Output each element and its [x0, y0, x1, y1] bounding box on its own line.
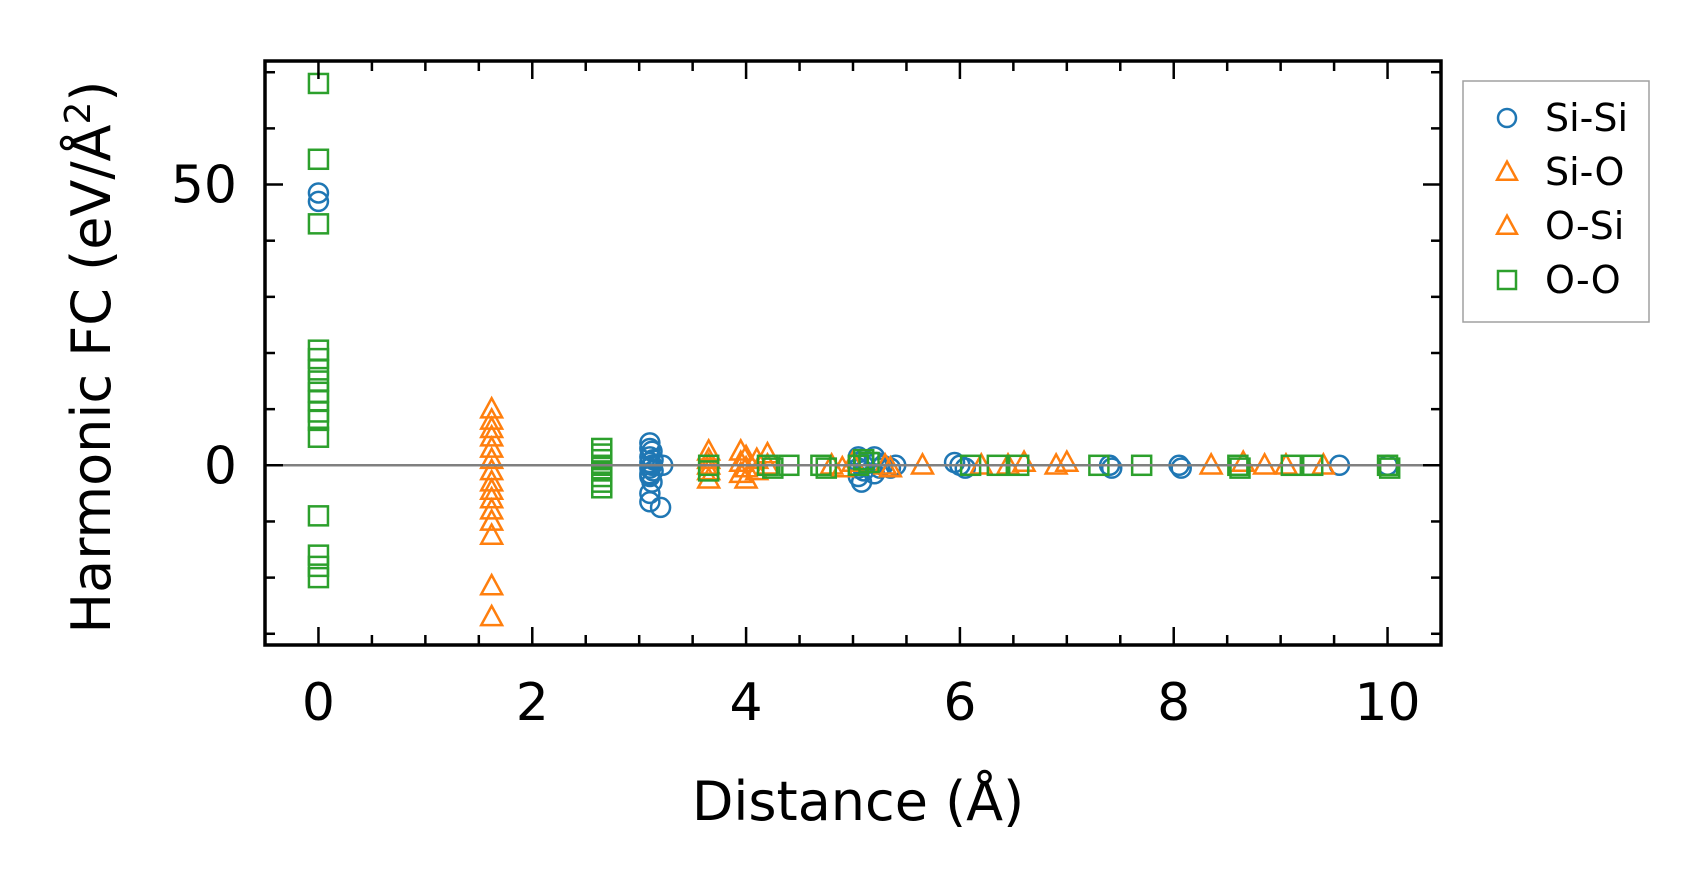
point-si-o: [479, 572, 505, 596]
legend-label-o-si: O-Si: [1545, 204, 1624, 248]
point-o-o: [762, 457, 784, 479]
legend-marker-si-o: [1494, 159, 1520, 182]
x-axis-label: Distance (Å): [692, 769, 1024, 833]
legend-marker-o-si: [1494, 213, 1520, 236]
point-o-o: [858, 451, 880, 474]
point-si-o: [728, 437, 754, 461]
legend-marker-si-si: [1496, 107, 1518, 129]
point-si-si: [1170, 457, 1192, 479]
point-si-si: [307, 182, 330, 204]
point-si-si: [649, 496, 672, 519]
point-si-o: [877, 454, 903, 478]
point-si-si: [307, 190, 330, 213]
legend-box: [1462, 80, 1650, 323]
point-o-o: [1229, 457, 1251, 479]
x-tick-label: 0: [302, 673, 335, 733]
point-o-o: [307, 505, 330, 527]
legend-label-si-o: Si-O: [1545, 150, 1624, 194]
point-si-o: [696, 457, 722, 481]
point-o-o: [307, 347, 330, 370]
point-o-o: [307, 409, 330, 432]
point-si-si: [639, 457, 661, 479]
point-si-o: [909, 451, 936, 475]
point-si-o: [479, 423, 505, 447]
point-o-o: [307, 213, 330, 235]
point-si-o: [479, 603, 505, 627]
point-si-o: [479, 507, 505, 531]
legend-marker-o-o: [1496, 269, 1518, 291]
point-si-o: [1273, 451, 1299, 475]
series-o-o: [307, 72, 1401, 589]
y-axis-label-superscript: 2: [58, 102, 99, 125]
data-points: [307, 72, 1401, 627]
point-o-o: [307, 148, 330, 171]
x-tick-label: 6: [943, 673, 976, 733]
y-axis-label-main: Harmonic FC (eV/Å: [59, 124, 123, 633]
point-o-o: [307, 555, 330, 578]
axis-ticks: [265, 61, 1441, 645]
point-si-si: [639, 482, 661, 505]
point-o-o: [307, 370, 330, 392]
point-si-o: [696, 465, 722, 489]
x-tick-label: 8: [1157, 673, 1190, 733]
point-si-o: [744, 457, 770, 481]
point-si-o: [728, 448, 754, 472]
point-si-o: [479, 434, 505, 458]
point-si-si: [639, 491, 661, 513]
point-si-o: [696, 451, 722, 475]
series-si-o: [479, 395, 1336, 627]
point-si-o: [829, 454, 855, 478]
point-o-o: [307, 544, 330, 566]
x-tick-label: 4: [730, 673, 763, 733]
point-o-o: [307, 426, 330, 448]
point-si-o: [872, 451, 898, 475]
x-tick-label: 10: [1354, 673, 1420, 733]
tick-labels: 0 2 4 6 8 10 0 50: [171, 156, 1421, 733]
point-si-o: [479, 496, 505, 520]
point-si-o: [479, 446, 505, 470]
point-si-o: [479, 521, 505, 545]
point-o-o: [591, 477, 613, 499]
point-si-o: [479, 485, 505, 509]
point-o-o: [815, 457, 838, 479]
point-o-o: [697, 460, 720, 482]
point-o-o: [307, 566, 330, 589]
y-tick-label: 0: [204, 436, 237, 496]
point-si-o: [1054, 448, 1080, 472]
point-o-o: [1378, 457, 1401, 479]
point-si-si: [1100, 457, 1123, 479]
y-axis-label: Harmonic FC (eV/Å2): [58, 81, 124, 634]
point-si-o: [754, 440, 781, 464]
point-o-o: [307, 359, 330, 381]
legend-label-si-si: Si-Si: [1545, 96, 1628, 140]
legend-label-o-o: O-O: [1545, 258, 1621, 302]
plot-frame: [263, 59, 1443, 647]
x-tick-label: 2: [516, 673, 549, 733]
point-si-o: [728, 460, 754, 484]
legend: Si-Si Si-O O-Si O-O: [1462, 80, 1650, 323]
y-axis-label-end: ): [60, 81, 123, 102]
point-si-o: [1252, 451, 1278, 475]
y-tick-label: 50: [171, 156, 237, 216]
point-o-o: [852, 448, 875, 471]
point-si-o: [1198, 451, 1224, 475]
